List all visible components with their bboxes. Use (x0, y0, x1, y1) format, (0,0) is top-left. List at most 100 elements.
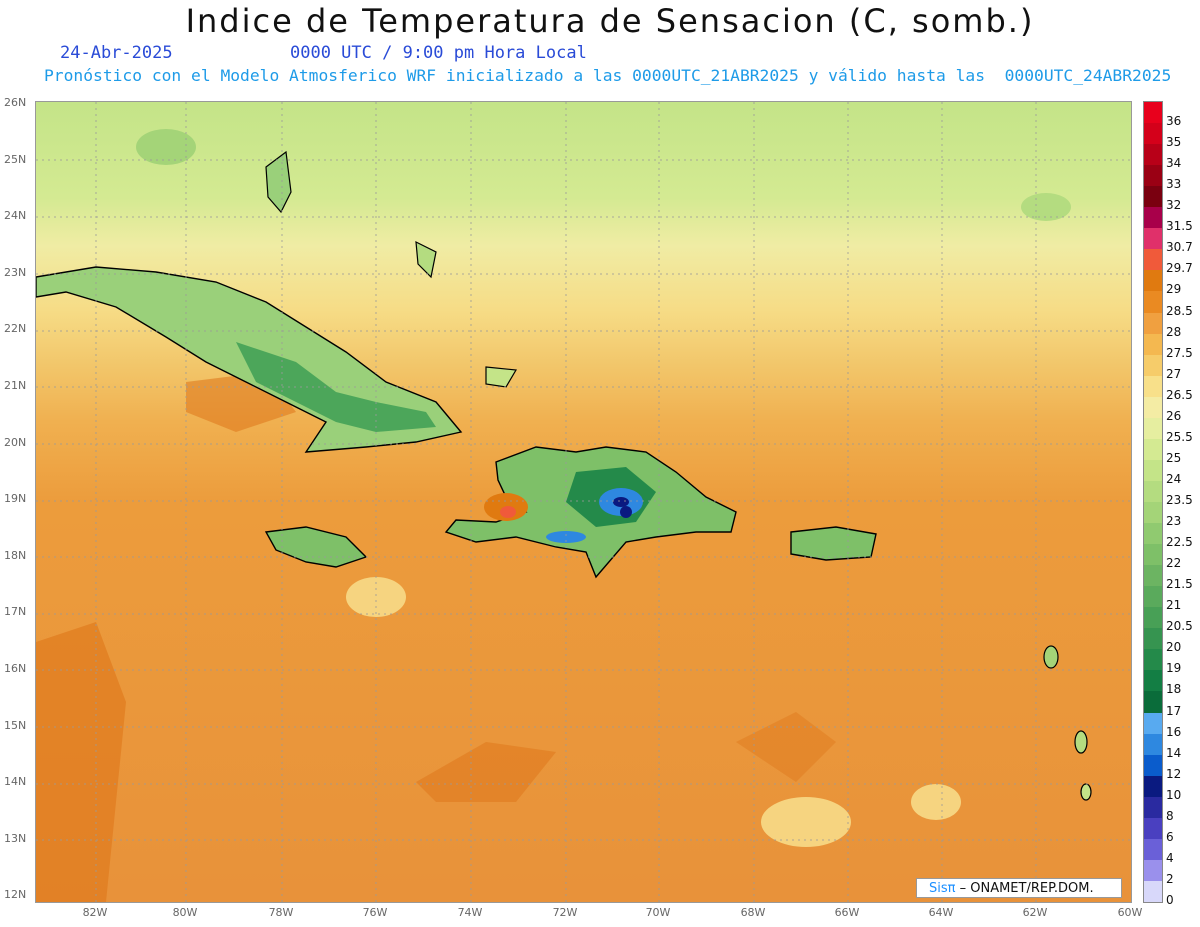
heat-index-map (36, 102, 1131, 902)
legend-swatch (1144, 880, 1162, 902)
map-area (35, 101, 1132, 903)
longitude-label: 76W (362, 906, 388, 919)
legend-label: 22.5 (1166, 535, 1193, 550)
longitude-label: 70W (645, 906, 671, 919)
legend-swatch (1144, 123, 1162, 145)
longitude-label: 64W (928, 906, 954, 919)
legend-label: 33 (1166, 177, 1182, 192)
legend-label: 35 (1166, 135, 1182, 150)
legend-label: 26.5 (1166, 387, 1193, 402)
legend-swatch (1144, 186, 1162, 208)
legend-label: 14 (1166, 745, 1182, 760)
color-scale (1143, 101, 1163, 903)
legend-swatch (1144, 754, 1162, 777)
legend-label: 34 (1166, 156, 1182, 171)
credit-org: – ONAMET/REP.DOM. (955, 881, 1094, 896)
latitude-label: 22N (4, 322, 27, 336)
valid-time: 0000 UTC / 9:00 pm Hora Local (290, 43, 587, 63)
legend-label: 26 (1166, 408, 1182, 423)
legend-swatch (1144, 144, 1162, 166)
legend-label: 32 (1166, 198, 1182, 213)
legend-label: 23.5 (1166, 493, 1193, 507)
legend-label: 16 (1166, 724, 1182, 739)
legend-swatch (1144, 502, 1162, 524)
legend-swatch (1144, 417, 1162, 440)
legend-swatch (1144, 670, 1162, 692)
latitude-label: 17N (4, 605, 27, 619)
legend-swatch (1144, 712, 1162, 735)
legend-swatch (1144, 270, 1162, 292)
legend-swatch (1144, 586, 1162, 608)
latitude-label: 24N (4, 209, 27, 223)
legend-swatch (1144, 102, 1162, 124)
legend-swatch (1144, 459, 1162, 482)
latitude-label: 19N (4, 492, 27, 506)
longitude-label: 82W (82, 906, 108, 919)
legend-swatch (1144, 628, 1162, 650)
legend-label: 20 (1166, 640, 1182, 655)
latitude-label: 15N (4, 718, 27, 732)
legend-swatch (1144, 333, 1162, 356)
legend-label: 23 (1166, 514, 1182, 529)
latitude-label: 25N (4, 152, 27, 166)
legend-swatch (1144, 438, 1162, 461)
legend-label: 24 (1166, 471, 1182, 486)
legend-label: 29.7 (1166, 261, 1193, 276)
legend-swatch (1144, 649, 1162, 671)
legend-swatch (1144, 691, 1162, 714)
legend-swatch (1144, 796, 1162, 819)
legend-label: 27.5 (1166, 345, 1193, 360)
longitude-label: 68W (740, 906, 766, 919)
legend-swatch (1144, 775, 1162, 798)
legend-swatch (1144, 291, 1162, 314)
legend-swatch (1144, 523, 1162, 545)
legend-swatch (1144, 817, 1162, 840)
credit-sis: Sisπ (929, 881, 956, 896)
legend-label: 17 (1166, 703, 1182, 718)
map-title: Indice de Temperatura de Sensacion (C, s… (185, 2, 1035, 40)
legend-label: 10 (1166, 787, 1182, 802)
legend-swatch (1144, 165, 1162, 187)
valid-date: 24-Abr-2025 (60, 43, 173, 63)
legend-label: 25 (1166, 450, 1182, 465)
latitude-label: 18N (4, 548, 27, 562)
latitude-label: 13N (4, 831, 27, 845)
legend-label: 27 (1166, 366, 1182, 381)
legend-swatch (1144, 838, 1162, 861)
longitude-label: 62W (1022, 906, 1048, 919)
legend-label: 28.5 (1166, 303, 1193, 318)
legend-label: 2 (1166, 871, 1174, 886)
latitude-label: 16N (4, 662, 27, 675)
legend-label: 18 (1166, 682, 1182, 697)
longitude-label: 60W (1117, 906, 1143, 919)
longitude-label: 74W (457, 906, 483, 919)
latitude-label: 12N (4, 888, 27, 902)
legend-label: 36 (1166, 114, 1182, 129)
legend-swatch (1144, 733, 1162, 756)
latitude-label: 14N (4, 775, 27, 789)
forecast-info: Pronóstico con el Modelo Atmosferico WRF… (44, 66, 1172, 85)
legend-swatch (1144, 312, 1162, 335)
legend-label: 21 (1166, 598, 1182, 613)
legend-swatch (1144, 565, 1162, 587)
legend-swatch (1144, 249, 1162, 271)
legend-swatch (1144, 375, 1162, 398)
legend-label: 20.5 (1166, 619, 1193, 634)
legend-label: 22 (1166, 556, 1182, 571)
legend-swatch (1144, 544, 1162, 566)
credit-box: Sisπ – ONAMET/REP.DOM. (916, 878, 1122, 898)
legend-label: 0 (1166, 893, 1174, 907)
latitude-label: 26N (4, 96, 27, 109)
legend-swatch (1144, 354, 1162, 377)
legend-label: 12 (1166, 766, 1182, 781)
longitude-label: 66W (834, 906, 860, 919)
longitude-label: 72W (552, 906, 578, 919)
legend-label: 8 (1166, 808, 1174, 823)
longitude-label: 80W (172, 906, 198, 919)
legend-swatch (1144, 207, 1162, 229)
latitude-label: 23N (4, 265, 27, 279)
legend-label: 28 (1166, 324, 1182, 339)
legend-label: 29 (1166, 282, 1182, 297)
legend-swatch (1144, 859, 1162, 882)
latitude-label: 21N (4, 379, 27, 392)
